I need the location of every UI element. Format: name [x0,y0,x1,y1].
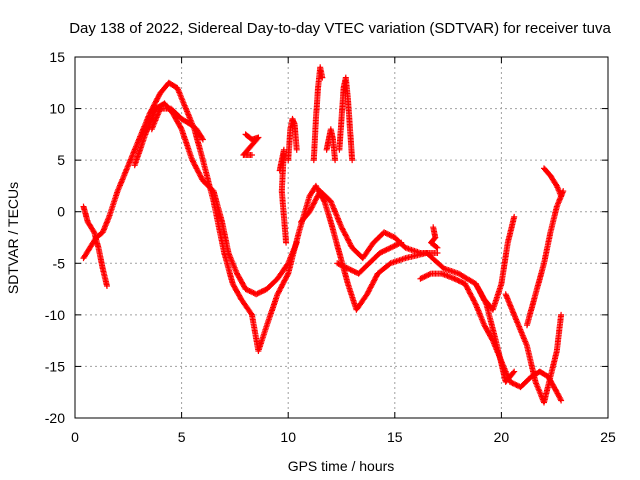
y-axis-label: SDTVAR / TECUs [5,182,21,294]
series-arc1 [80,203,110,289]
plus-markers [472,213,518,313]
series-arc11 [541,165,565,200]
plus-markers [336,74,356,164]
series-scatter1 [240,131,262,158]
plus-markers [541,165,565,200]
y-tick-label: 10 [49,101,65,117]
x-tick-label: 5 [178,429,186,445]
plus-markers [131,100,300,298]
series-arc9 [502,291,565,406]
x-axis-label: GPS time / hours [288,458,395,474]
data-points [80,64,567,406]
plus-markers [240,131,262,158]
series-arc7 [417,270,565,404]
series-scatter3 [428,224,441,251]
series-spike3 [323,126,339,164]
series-spike4 [285,115,300,164]
y-tick-label: -10 [45,307,65,323]
plot-frame [74,56,609,419]
plus-markers [276,146,290,246]
plus-markers [80,203,110,289]
series-arc4 [148,105,206,143]
x-tick-label: 25 [600,429,616,445]
x-tick-label: 15 [387,429,403,445]
y-tick-label: 15 [49,49,65,65]
y-tick-label: -5 [53,255,66,271]
plus-markers [310,64,326,164]
plus-markers [334,239,405,277]
x-tick-label: 10 [280,429,296,445]
plus-markers [285,115,300,164]
series-scatter2 [276,146,290,246]
plus-markers [298,188,441,262]
y-tick-label: 5 [57,152,65,168]
series-arc3 [131,100,300,298]
x-tick-label: 0 [71,429,79,445]
plus-markers [524,188,567,329]
series-arc5 [298,188,441,262]
plus-markers [502,291,565,406]
plus-markers [148,105,206,143]
series-arc10 [524,188,567,329]
chart-title: Day 138 of 2022, Sidereal Day-to-day VTE… [69,20,611,37]
series-spike2 [336,74,356,164]
x-tick-label: 20 [494,429,510,445]
plus-markers [417,270,565,404]
y-tick-label: -15 [45,358,65,374]
series-arc6 [334,239,405,277]
y-tick-label: -20 [45,410,65,426]
series-spike1 [310,64,326,164]
plus-markers [323,126,339,164]
plus-markers [428,224,441,251]
y-tick-label: 0 [57,204,65,220]
series-arc8 [472,213,518,313]
